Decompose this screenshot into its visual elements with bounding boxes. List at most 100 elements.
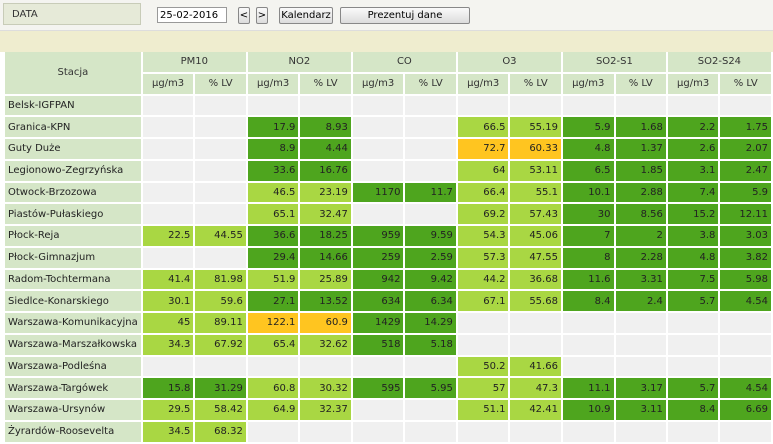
value-cell: 67.1 [457, 291, 509, 311]
empty-cell [142, 182, 194, 203]
value-cell: 55.68 [510, 291, 561, 311]
value-cell: 2.4 [615, 291, 666, 311]
value-cell: 1.68 [615, 117, 666, 137]
empty-cell [510, 95, 561, 116]
station-name: Warszawa-Ursynów [5, 400, 141, 420]
value-cell: 10.9 [562, 400, 614, 420]
empty-cell [405, 421, 456, 442]
empty-cell [300, 356, 351, 377]
empty-cell [405, 400, 456, 420]
station-name: Warszawa-Podleśna [5, 356, 141, 377]
empty-cell [195, 204, 246, 224]
empty-cell [142, 117, 194, 137]
unit-header: µg/m3 [352, 73, 404, 94]
value-cell: 634 [352, 291, 404, 311]
value-cell: 36.6 [247, 226, 299, 246]
value-cell: 8.4 [562, 291, 614, 311]
data-table: Stacja PM10 NO2 CO O3 SO2-S1 SO2-S24 µg/m3% LV µ… [3, 50, 773, 444]
empty-cell [247, 356, 299, 377]
value-cell: 50.2 [457, 356, 509, 377]
value-cell: 32.62 [300, 334, 351, 355]
empty-cell [720, 95, 771, 116]
value-cell: 122.1 [247, 313, 299, 333]
value-cell: 30 [562, 204, 614, 224]
value-cell: 12.11 [720, 204, 771, 224]
value-cell: 14.29 [405, 313, 456, 333]
empty-cell [247, 421, 299, 442]
value-cell: 54.3 [457, 226, 509, 246]
value-cell: 8.56 [615, 204, 666, 224]
calendar-button[interactable]: Kalendarz [279, 7, 333, 24]
empty-cell [195, 95, 246, 116]
empty-cell [667, 356, 719, 377]
value-cell: 67.92 [195, 334, 246, 355]
unit-row: µg/m3% LV µg/m3% LV µg/m3% LV µg/m3% LV µg/m… [5, 73, 771, 94]
value-cell: 55.1 [510, 182, 561, 203]
next-button[interactable]: > [256, 7, 268, 24]
empty-cell [142, 204, 194, 224]
value-cell: 2 [615, 226, 666, 246]
value-cell: 44.55 [195, 226, 246, 246]
station-name: Otwock-Brzozowa [5, 182, 141, 203]
value-cell: 81.98 [195, 269, 246, 290]
empty-cell [615, 356, 666, 377]
value-cell: 3.31 [615, 269, 666, 290]
prev-button[interactable]: < [238, 7, 250, 24]
value-cell: 2.07 [720, 139, 771, 159]
value-cell: 1.37 [615, 139, 666, 159]
value-cell: 4.54 [720, 291, 771, 311]
station-name: Warszawa-Targówek [5, 378, 141, 398]
value-cell: 53.11 [510, 160, 561, 181]
value-cell: 13.52 [300, 291, 351, 311]
value-cell: 60.9 [300, 313, 351, 333]
pollutant-header: SO2-S1 [562, 52, 666, 72]
empty-cell [615, 313, 666, 333]
value-cell: 5.18 [405, 334, 456, 355]
empty-cell [142, 247, 194, 268]
value-cell: 2.2 [667, 117, 719, 137]
value-cell: 34.3 [142, 334, 194, 355]
toolbar: DATA 25-02-2016 < > Kalendarz Prezentuj … [0, 0, 773, 31]
value-cell: 15.8 [142, 378, 194, 398]
value-cell: 57 [457, 378, 509, 398]
empty-cell [615, 334, 666, 355]
empty-cell [510, 313, 561, 333]
value-cell: 3.82 [720, 247, 771, 268]
value-cell: 29.4 [247, 247, 299, 268]
value-cell: 1429 [352, 313, 404, 333]
value-cell: 3.1 [667, 160, 719, 181]
value-cell: 18.25 [300, 226, 351, 246]
pollutant-header: SO2-S24 [667, 52, 771, 72]
value-cell: 3.03 [720, 226, 771, 246]
station-name: Belsk-IGFPAN [5, 95, 141, 116]
value-cell: 8 [562, 247, 614, 268]
value-cell: 2.88 [615, 182, 666, 203]
value-cell: 2.6 [667, 139, 719, 159]
empty-cell [405, 356, 456, 377]
value-cell: 89.11 [195, 313, 246, 333]
empty-cell [405, 117, 456, 137]
pollutant-header: O3 [457, 52, 561, 72]
station-row: Granica-KPN 17.9 8.93 66.5 55.19 5.9 1.68 2.2 1.… [5, 117, 771, 137]
value-cell: 1.75 [720, 117, 771, 137]
empty-cell [510, 334, 561, 355]
value-cell: 30.1 [142, 291, 194, 311]
value-cell: 27.1 [247, 291, 299, 311]
empty-cell [352, 139, 404, 159]
value-cell: 47.3 [510, 378, 561, 398]
value-cell: 66.5 [457, 117, 509, 137]
unit-header: % LV [510, 73, 561, 94]
value-cell: 9.59 [405, 226, 456, 246]
header-row: Stacja PM10 NO2 CO O3 SO2-S1 SO2-S24 [5, 52, 771, 94]
empty-cell [352, 400, 404, 420]
present-button[interactable]: Prezentuj dane [340, 7, 470, 24]
value-cell: 259 [352, 247, 404, 268]
empty-cell [562, 421, 614, 442]
station-name: Płock-Reja [5, 226, 141, 246]
empty-cell [352, 117, 404, 137]
value-cell: 65.4 [247, 334, 299, 355]
date-input[interactable]: 25-02-2016 [157, 7, 227, 23]
value-cell: 7.5 [667, 269, 719, 290]
empty-cell [247, 95, 299, 116]
value-cell: 3.11 [615, 400, 666, 420]
